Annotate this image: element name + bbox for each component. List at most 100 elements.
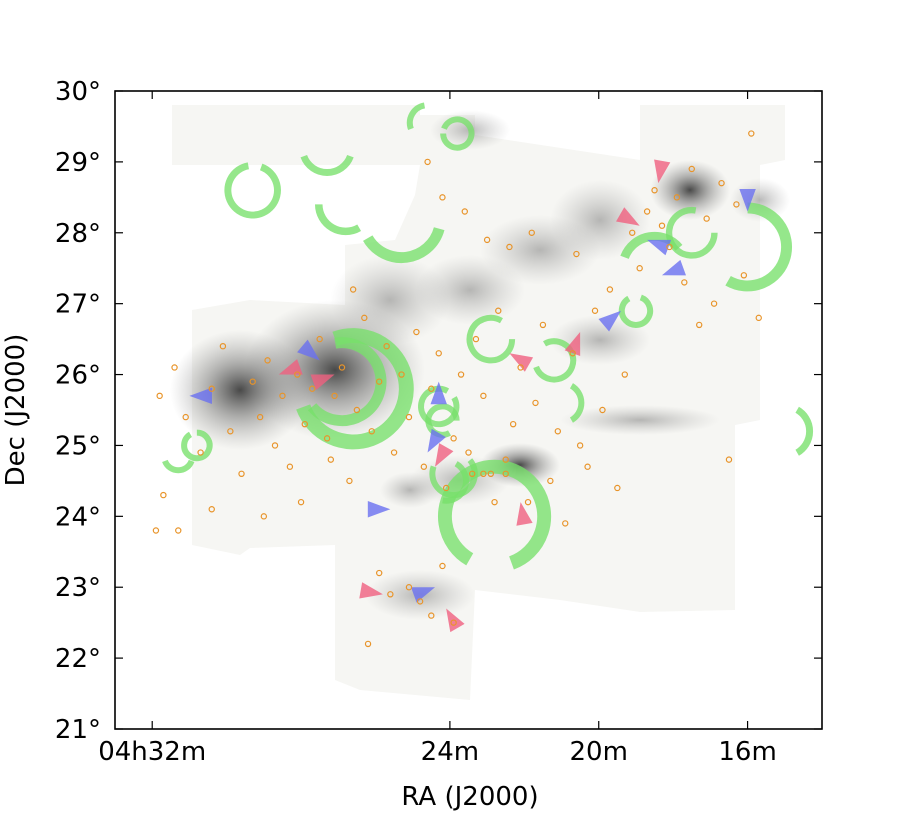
yso-marker bbox=[439, 562, 446, 570]
yso-marker bbox=[450, 619, 457, 626]
yso-marker bbox=[156, 392, 163, 400]
yso-marker bbox=[416, 598, 424, 605]
bubble-arc bbox=[440, 116, 475, 151]
yso-marker bbox=[502, 470, 509, 477]
yso-marker bbox=[740, 272, 748, 279]
yso-marker bbox=[364, 640, 372, 648]
bubble-arc bbox=[363, 227, 445, 264]
redshifted-lobe bbox=[564, 332, 581, 357]
bubble-arc bbox=[314, 204, 362, 236]
bubble-arc bbox=[442, 461, 469, 504]
source-layer bbox=[152, 130, 762, 648]
bubble-arc bbox=[224, 162, 281, 219]
yso-marker bbox=[748, 130, 755, 137]
bubble-arc bbox=[307, 337, 387, 427]
yso-marker bbox=[197, 449, 204, 456]
yso-marker bbox=[435, 350, 442, 357]
yso-marker bbox=[457, 371, 465, 378]
yso-marker bbox=[480, 392, 487, 400]
yso-marker bbox=[208, 385, 215, 392]
blueshifted-lobe bbox=[297, 339, 320, 361]
blueshifted-lobe bbox=[739, 188, 756, 212]
yso-marker bbox=[301, 420, 308, 428]
yso-marker bbox=[666, 243, 673, 251]
bubble-arc bbox=[569, 383, 585, 423]
yso-marker bbox=[227, 428, 234, 435]
yso-marker bbox=[614, 484, 621, 492]
bubble-arc bbox=[437, 459, 552, 570]
bubble-arc bbox=[620, 231, 683, 260]
bubble-arc bbox=[466, 314, 516, 364]
yso-marker bbox=[681, 279, 688, 286]
yso-marker bbox=[710, 300, 718, 307]
yso-marker bbox=[375, 378, 383, 385]
bubble-arc bbox=[162, 459, 195, 474]
yso-marker bbox=[658, 222, 666, 229]
y-tick-label: 30° bbox=[55, 77, 101, 107]
yso-marker bbox=[219, 343, 227, 350]
yso-marker bbox=[346, 477, 353, 485]
y-tick-label: 29° bbox=[55, 148, 101, 178]
yso-marker bbox=[439, 194, 446, 201]
blueshifted-lobe bbox=[598, 310, 622, 332]
yso-marker bbox=[405, 413, 413, 421]
bubble-layer bbox=[162, 102, 813, 570]
redshifted-lobe bbox=[278, 359, 303, 375]
yso-marker bbox=[733, 201, 740, 208]
yso-marker bbox=[472, 335, 480, 343]
y-tick-label: 21° bbox=[55, 715, 101, 745]
yso-marker bbox=[238, 470, 245, 477]
y-tick-label: 28° bbox=[55, 219, 101, 249]
yso-marker bbox=[673, 194, 681, 201]
yso-marker bbox=[718, 179, 725, 187]
yso-marker bbox=[383, 343, 390, 350]
yso-marker bbox=[175, 527, 182, 534]
y-tick-label: 23° bbox=[55, 573, 101, 603]
yso-marker bbox=[442, 484, 450, 492]
blueshifted-lobe bbox=[427, 428, 446, 453]
yso-marker bbox=[532, 399, 539, 407]
blueshifted-lobe bbox=[367, 501, 391, 518]
yso-marker bbox=[256, 413, 264, 421]
yso-marker bbox=[309, 385, 316, 392]
y-tick-label: 25° bbox=[55, 431, 101, 461]
y-tick-label: 24° bbox=[55, 502, 101, 532]
yso-marker bbox=[160, 491, 167, 499]
yso-marker bbox=[294, 371, 301, 378]
yso-marker bbox=[420, 463, 428, 470]
bubble-arc bbox=[181, 429, 213, 462]
yso-marker bbox=[547, 477, 554, 485]
y-tick-label: 27° bbox=[55, 290, 101, 320]
x-tick-label: 24m bbox=[421, 737, 479, 767]
blueshifted-lobe bbox=[411, 587, 436, 603]
yso-marker bbox=[461, 208, 468, 215]
yso-marker bbox=[264, 357, 271, 364]
redshifted-lobe bbox=[654, 159, 671, 184]
yso-marker bbox=[405, 584, 413, 591]
yso-marker bbox=[465, 449, 472, 456]
yso-marker bbox=[323, 435, 331, 442]
yso-marker bbox=[480, 470, 487, 477]
outflow-layer bbox=[189, 159, 756, 633]
yso-marker bbox=[688, 165, 695, 173]
yso-marker bbox=[629, 229, 636, 236]
yso-marker bbox=[703, 215, 710, 222]
yso-marker bbox=[327, 456, 335, 463]
yso-marker bbox=[621, 371, 628, 378]
yso-marker bbox=[424, 158, 431, 166]
yso-marker bbox=[562, 520, 569, 527]
blueshifted-lobe bbox=[430, 381, 447, 405]
yso-marker bbox=[643, 208, 651, 215]
bubble-arc bbox=[300, 154, 354, 176]
bubble-arc bbox=[795, 406, 813, 456]
yso-marker bbox=[353, 406, 361, 414]
yso-marker bbox=[286, 463, 294, 470]
yso-marker bbox=[573, 250, 580, 258]
yso-marker bbox=[528, 229, 535, 236]
yso-marker bbox=[725, 456, 733, 463]
yso-marker bbox=[171, 364, 178, 371]
x-tick-label: 20m bbox=[570, 737, 628, 767]
yso-marker bbox=[413, 328, 420, 336]
yso-marker bbox=[152, 527, 160, 534]
